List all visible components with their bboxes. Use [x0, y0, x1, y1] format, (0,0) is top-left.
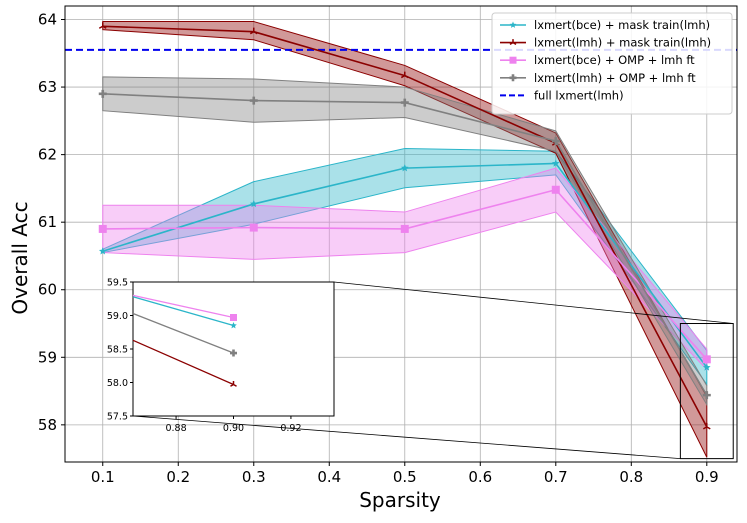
- data-point: [551, 185, 560, 194]
- legend-label: full lxmert(lmh): [534, 88, 624, 102]
- zoom-connector-line: [333, 281, 734, 324]
- inset-y-tick-label: 58.0: [107, 378, 128, 389]
- x-tick-label: 0.6: [468, 468, 492, 486]
- legend-marker: [509, 39, 517, 46]
- legend-marker: [509, 21, 517, 28]
- inset-series-line: [132, 339, 234, 386]
- legend-entry: lxmert(bce) + mask train(lmh): [500, 18, 710, 32]
- y-tick-label: 64: [38, 11, 57, 29]
- zoom-region-box: [679, 323, 734, 460]
- inset-series-line: [132, 296, 234, 327]
- y-axis-label: Overall Acc: [8, 201, 32, 314]
- inset-data-point: [230, 349, 237, 357]
- data-point: [98, 224, 107, 233]
- data-point: [98, 89, 107, 98]
- inset-x-tick-label: 0.90: [223, 423, 244, 434]
- plot-frame: [64, 5, 738, 463]
- x-tick-label: 0.3: [242, 468, 266, 486]
- inset-series-line: [132, 312, 234, 354]
- inset-frame: [132, 281, 335, 417]
- inset-data-point: [230, 314, 237, 322]
- legend-label: lxmert(bce) + OMP + lmh ft: [534, 53, 695, 67]
- data-point: [400, 164, 409, 172]
- confidence-band: [102, 148, 708, 386]
- data-point: [400, 98, 409, 107]
- x-tick-label: 0.7: [544, 468, 568, 486]
- x-tick-label: 0.9: [695, 468, 719, 486]
- inset-x-tick-label: 0.92: [280, 423, 301, 434]
- y-tick-label: 63: [38, 78, 57, 96]
- legend-label: lxmert(lmh) + OMP + lmh ft: [534, 71, 696, 85]
- legend-entry: full lxmert(lmh): [500, 88, 624, 102]
- legend-entry: lxmert(lmh) + OMP + lmh ft: [500, 71, 696, 85]
- legend-entry: lxmert(bce) + OMP + lmh ft: [500, 53, 695, 67]
- zoom-connector-line: [132, 415, 681, 460]
- data-point: [400, 224, 409, 233]
- inset-data-point: [230, 322, 237, 329]
- x-tick-label: 0.5: [393, 468, 417, 486]
- legend-marker: [509, 56, 517, 64]
- legend-marker: [509, 74, 517, 82]
- data-point: [249, 27, 258, 35]
- inset-series-line: [132, 294, 234, 319]
- legend: lxmert(bce) + mask train(lmh) lxmert(lmh)…: [491, 12, 733, 115]
- y-tick-label: 62: [38, 146, 57, 164]
- data-point: [702, 422, 711, 430]
- data-point: [702, 355, 711, 364]
- axis-ticks: 0.1 0.2 0.3 0.4 0.5 0.6 0.7 0.8 0.9 58 59 60 61 62 63 6…: [38, 11, 719, 486]
- y-tick-label: 59: [38, 348, 57, 366]
- inset-data-point: [230, 381, 237, 387]
- legend-label: lxmert(lmh) + mask train(lmh): [534, 36, 711, 50]
- series-group: [98, 89, 711, 400]
- legend-label: lxmert(bce) + mask train(lmh): [534, 18, 710, 32]
- series-group: [98, 185, 711, 364]
- inset-y-tick-label: 58.5: [107, 345, 128, 356]
- inset-x-tick-label: 0.88: [165, 423, 186, 434]
- data-point: [551, 159, 560, 167]
- y-tick-label: 61: [38, 213, 57, 231]
- data-point: [400, 71, 409, 79]
- data-point: [98, 22, 107, 29]
- y-tick-label: 58: [38, 416, 57, 434]
- x-tick-label: 0.1: [91, 468, 115, 486]
- data-point: [249, 96, 258, 105]
- legend-entry: lxmert(lmh) + mask train(lmh): [500, 36, 711, 50]
- series-group: [98, 159, 711, 371]
- x-tick-label: 0.8: [619, 468, 643, 486]
- data-point: [249, 199, 258, 208]
- data-point: [702, 363, 711, 371]
- inset-y-tick-label: 59.5: [107, 278, 128, 289]
- confidence-band: [102, 76, 708, 407]
- x-tick-label: 0.4: [317, 468, 341, 486]
- data-point: [551, 137, 560, 146]
- y-tick-label: 60: [38, 281, 57, 299]
- x-axis-label: Sparsity: [359, 488, 441, 512]
- x-tick-label: 0.2: [166, 468, 190, 486]
- confidence-band: [102, 167, 708, 371]
- data-point: [702, 391, 711, 400]
- inset-y-tick-label: 59.0: [107, 311, 128, 322]
- inset-plot: 0.88 0.90 0.92 57.5 58.0 58.5 59.0 59.5: [107, 278, 335, 434]
- inset-y-tick-label: 57.5: [107, 412, 128, 423]
- data-point: [249, 223, 258, 232]
- data-point: [98, 247, 107, 255]
- legend-frame: [491, 12, 733, 115]
